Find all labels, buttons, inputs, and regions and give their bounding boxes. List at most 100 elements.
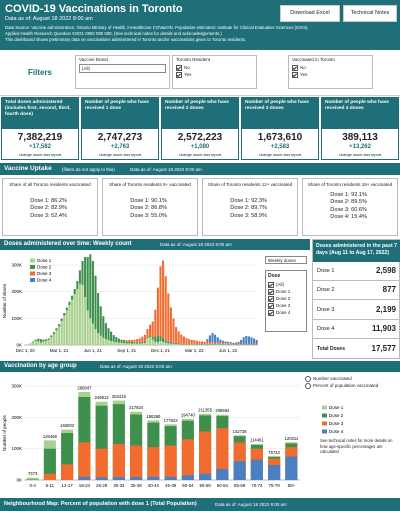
bar-segment xyxy=(26,344,29,345)
section-date: Data as of: August 18 2022 8:00 am xyxy=(160,242,232,247)
bar-segment xyxy=(84,257,87,297)
uptake-line: Dose 3: 58.9% xyxy=(230,212,267,219)
radio-option[interactable]: Number vaccinated xyxy=(305,375,397,382)
bar-segment xyxy=(110,341,113,345)
legend-swatch xyxy=(322,413,327,418)
legend-label: Dose 1 xyxy=(37,258,52,263)
bar-segment xyxy=(143,334,146,342)
checkbox-option[interactable]: (All) xyxy=(268,281,304,288)
bar xyxy=(43,448,56,480)
bar-segment xyxy=(154,341,157,345)
bar-segment xyxy=(216,344,219,345)
card-title: Share of Toronto residents 18+ vaccinate… xyxy=(307,182,393,187)
table-header: Doses administered in the past 7 days (A… xyxy=(313,240,400,262)
checkbox xyxy=(268,281,274,288)
bar-segment xyxy=(193,340,196,344)
bar-segment xyxy=(162,341,165,345)
bar-segment xyxy=(130,342,133,344)
radio xyxy=(305,375,311,382)
bar-segment xyxy=(68,301,71,305)
bar-segment xyxy=(76,289,79,345)
checkbox-option[interactable]: No xyxy=(292,64,369,71)
kpi-note: change since last report xyxy=(18,152,62,157)
kpi-change: +1,080 xyxy=(190,144,210,150)
x-tick-label: 25-29 xyxy=(96,483,108,488)
bar-segment xyxy=(206,339,209,342)
bar-segment xyxy=(141,336,144,343)
checkbox-option[interactable]: No xyxy=(176,64,253,71)
legend-label: Dose 3 xyxy=(329,421,344,426)
checkbox-option[interactable]: Yes xyxy=(176,71,253,78)
kpi-label: Number of people who have received 3 dos… xyxy=(242,98,318,129)
x-tick-label: 12-17 xyxy=(62,483,74,488)
bar-segment xyxy=(255,339,258,344)
y-tick-label: 100K xyxy=(11,316,22,321)
bar-segment xyxy=(253,338,256,344)
bar-segment xyxy=(162,337,165,342)
bar-segment xyxy=(211,343,214,345)
checkbox-option[interactable]: Dose 1 xyxy=(268,288,304,295)
bar-segment xyxy=(221,340,224,343)
bar-segment xyxy=(172,318,175,343)
bar-segment xyxy=(136,342,139,344)
row-label: Dose 4 xyxy=(317,326,335,333)
bar-segment xyxy=(141,342,144,344)
bar-segment xyxy=(136,339,139,343)
bar xyxy=(199,431,212,480)
download-button[interactable]: Download Excel xyxy=(280,5,340,22)
section-title: Vaccine Uptake xyxy=(4,165,52,172)
bar-segment xyxy=(229,343,232,344)
legend-swatch xyxy=(30,265,35,269)
radio xyxy=(305,382,311,389)
x-tick-label: 75-79 xyxy=(269,483,281,488)
x-tick-label: Jun 1, 21 xyxy=(84,348,103,353)
kpi-change: +13,262 xyxy=(349,144,371,150)
radio-option[interactable]: Percent of population vaccinated xyxy=(305,382,397,389)
option-label: Yes xyxy=(300,72,308,77)
bar-segment xyxy=(164,276,167,341)
bar-segment xyxy=(250,343,253,345)
bar xyxy=(130,445,143,480)
kpi-value: 389,113 xyxy=(342,132,378,143)
uptake-header: Vaccine Uptake (filters do not apply to … xyxy=(0,163,400,175)
option-label: No xyxy=(300,65,306,70)
bar-segment xyxy=(128,341,131,344)
bar-segment xyxy=(221,343,224,345)
legend-swatch xyxy=(30,258,35,263)
uptake-line: Dose 2: 89.7% xyxy=(230,205,267,211)
checkbox xyxy=(176,71,182,78)
data-label: 75742 xyxy=(268,450,280,455)
weekly-dropdown[interactable]: Weekly doses xyxy=(265,256,307,264)
bar-segment xyxy=(206,344,209,345)
bar-segment xyxy=(240,339,243,344)
bar-segment xyxy=(97,293,100,333)
bar-segment xyxy=(211,344,214,345)
uptake-line: Dose 2: 89.5% xyxy=(330,199,367,205)
dropdown[interactable]: (All) xyxy=(79,64,166,73)
bar-segment xyxy=(229,342,232,344)
data-label: 126469 xyxy=(43,434,58,439)
notes-button[interactable]: Technical Notes xyxy=(343,5,397,22)
legend-label: Dose 1 xyxy=(329,405,344,410)
x-tick-label: Dec 1, 20 xyxy=(16,348,35,353)
row-value: 877 xyxy=(382,285,396,295)
y-axis-title: Number of doses xyxy=(2,283,7,318)
y-tick-label: 200K xyxy=(11,289,22,294)
table-row: Dose 1 2,598 xyxy=(313,262,400,281)
kpi-label: Number of people who have received 4 dos… xyxy=(322,98,398,129)
kpi-note: change since last report xyxy=(338,152,382,157)
checkbox-option[interactable]: Dose 3 xyxy=(268,302,304,309)
x-tick-label: 70-74 xyxy=(251,483,263,488)
checkbox-option[interactable]: Dose 2 xyxy=(268,295,304,302)
x-tick-label: 65-69 xyxy=(234,483,246,488)
bar-segment xyxy=(219,344,222,345)
section-title: Neighbourhood Map: Percent of population… xyxy=(4,501,197,507)
bar xyxy=(164,476,177,480)
bar-segment xyxy=(159,266,162,336)
checkbox-option[interactable]: Dose 4 xyxy=(268,309,304,316)
bar-segment xyxy=(89,318,92,345)
bar-segment xyxy=(125,340,128,342)
option-label: Dose 1 xyxy=(276,289,291,294)
checkbox-option[interactable]: Yes xyxy=(292,71,369,78)
